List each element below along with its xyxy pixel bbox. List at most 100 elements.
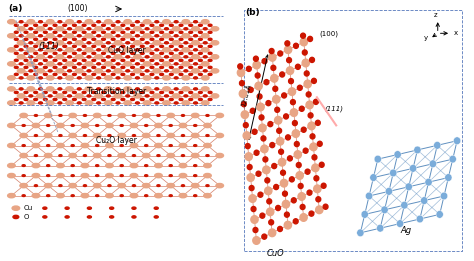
Circle shape [38, 63, 42, 65]
Circle shape [22, 145, 25, 146]
Circle shape [92, 24, 96, 26]
Circle shape [8, 87, 15, 91]
Circle shape [211, 41, 219, 45]
Circle shape [174, 102, 178, 104]
Circle shape [24, 52, 28, 54]
Circle shape [173, 27, 180, 31]
Circle shape [182, 155, 184, 156]
Circle shape [192, 94, 200, 98]
Circle shape [167, 183, 174, 188]
Circle shape [53, 91, 57, 93]
Circle shape [20, 133, 27, 138]
Circle shape [169, 38, 173, 40]
Circle shape [256, 171, 261, 176]
Circle shape [296, 172, 303, 179]
Circle shape [63, 38, 67, 40]
Circle shape [95, 41, 102, 45]
Circle shape [77, 49, 81, 51]
Circle shape [191, 113, 199, 118]
Circle shape [206, 135, 209, 137]
Circle shape [82, 73, 86, 75]
Circle shape [440, 192, 447, 200]
Circle shape [8, 163, 15, 168]
Circle shape [14, 38, 18, 40]
Circle shape [316, 206, 323, 213]
Circle shape [82, 38, 86, 40]
Circle shape [310, 143, 317, 151]
Circle shape [300, 38, 308, 46]
Circle shape [118, 183, 126, 188]
Circle shape [106, 123, 113, 128]
Circle shape [295, 64, 301, 69]
Circle shape [14, 73, 18, 75]
Circle shape [155, 21, 159, 23]
Circle shape [126, 56, 129, 58]
Circle shape [132, 115, 136, 116]
Circle shape [288, 88, 296, 96]
Circle shape [92, 52, 96, 54]
Circle shape [101, 98, 105, 100]
Circle shape [189, 98, 192, 100]
Circle shape [169, 52, 173, 54]
Circle shape [167, 113, 174, 118]
Circle shape [14, 66, 18, 68]
Circle shape [107, 28, 110, 30]
Circle shape [131, 73, 135, 75]
Circle shape [306, 92, 311, 97]
Circle shape [285, 41, 290, 46]
Circle shape [114, 27, 122, 31]
Circle shape [273, 86, 278, 91]
Circle shape [27, 62, 35, 66]
Circle shape [121, 31, 125, 33]
Circle shape [173, 41, 180, 45]
Circle shape [216, 113, 224, 118]
Circle shape [145, 70, 149, 72]
Circle shape [274, 116, 282, 124]
Circle shape [92, 98, 96, 100]
Circle shape [169, 73, 173, 75]
Circle shape [48, 70, 52, 72]
Circle shape [46, 48, 54, 52]
Circle shape [57, 193, 64, 198]
Circle shape [182, 135, 184, 137]
Circle shape [101, 24, 105, 26]
Circle shape [310, 134, 315, 139]
Circle shape [44, 38, 47, 40]
Circle shape [192, 55, 200, 59]
Circle shape [34, 91, 37, 93]
Circle shape [208, 38, 212, 40]
Circle shape [57, 123, 64, 128]
Circle shape [311, 78, 316, 84]
Circle shape [259, 124, 266, 132]
Circle shape [425, 178, 432, 186]
Circle shape [385, 188, 392, 195]
Circle shape [24, 24, 28, 26]
Circle shape [81, 163, 89, 168]
Circle shape [216, 133, 224, 138]
Circle shape [194, 88, 198, 90]
Circle shape [24, 73, 28, 75]
Circle shape [275, 107, 280, 112]
Circle shape [19, 102, 23, 104]
Circle shape [264, 80, 269, 85]
Circle shape [252, 129, 257, 134]
Circle shape [46, 175, 50, 176]
Circle shape [136, 77, 139, 79]
Circle shape [130, 174, 138, 178]
Circle shape [38, 21, 42, 23]
Circle shape [22, 124, 25, 126]
Circle shape [316, 197, 321, 202]
Circle shape [18, 41, 25, 45]
Text: x: x [454, 29, 457, 35]
Circle shape [92, 38, 96, 40]
Circle shape [294, 151, 301, 158]
Circle shape [83, 115, 86, 116]
Circle shape [19, 77, 23, 79]
Circle shape [105, 20, 112, 24]
Circle shape [36, 27, 44, 31]
Circle shape [182, 185, 184, 187]
Circle shape [111, 59, 115, 61]
Circle shape [199, 59, 202, 61]
Circle shape [284, 221, 292, 229]
Circle shape [153, 94, 161, 98]
